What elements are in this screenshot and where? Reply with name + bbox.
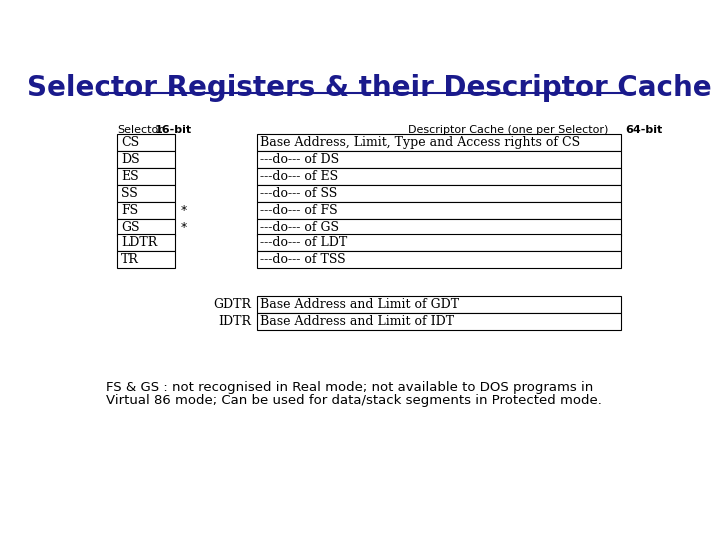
Text: *: * [181,221,187,234]
Bar [117,168,175,185]
Text: ---do--- of LDT: ---do--- of LDT [261,236,348,249]
Text: 16-bit: 16-bit [154,125,192,135]
Text: Selector Registers & their Descriptor Cache: Selector Registers & their Descriptor Ca… [27,74,711,102]
Bar [256,296,621,313]
Text: Base Address and Limit of IDT: Base Address and Limit of IDT [261,315,454,328]
Bar [256,202,621,219]
Bar [117,234,175,251]
Bar [117,151,175,168]
Bar [256,168,621,185]
Text: CS: CS [121,136,139,149]
Text: GS: GS [121,221,140,234]
Text: ES: ES [121,170,139,183]
Bar [117,134,175,151]
Text: 64-bit: 64-bit [625,125,662,135]
Text: Virtual 86 mode; Can be used for data/stack segments in Protected mode.: Virtual 86 mode; Can be used for data/st… [106,394,601,407]
Bar [256,313,621,330]
Text: IDTR: IDTR [218,315,251,328]
Bar [117,251,175,268]
Bar [256,185,621,202]
Bar [256,134,621,151]
Bar [117,219,175,236]
Text: ---do--- of DS: ---do--- of DS [261,153,340,166]
Text: *: * [181,204,187,217]
Text: SS: SS [121,187,138,200]
Bar [256,219,621,236]
Bar [256,251,621,268]
Text: Base Address and Limit of GDT: Base Address and Limit of GDT [261,298,459,310]
Text: Descriptor Cache (one per Selector): Descriptor Cache (one per Selector) [408,125,608,135]
Text: DS: DS [121,153,140,166]
Bar [256,151,621,168]
Text: ---do--- of TSS: ---do--- of TSS [261,253,346,266]
Bar [256,234,621,251]
Text: Selector: Selector [117,125,163,135]
Bar [117,185,175,202]
Bar [117,202,175,219]
Text: LDTR: LDTR [121,236,157,249]
Text: TR: TR [121,253,139,266]
Text: GDTR: GDTR [213,298,251,310]
Text: Base Address, Limit, Type and Access rights of CS: Base Address, Limit, Type and Access rig… [261,136,580,149]
Text: ---do--- of ES: ---do--- of ES [261,170,338,183]
Text: FS & GS : not recognised in Real mode; not available to DOS programs in: FS & GS : not recognised in Real mode; n… [106,381,593,394]
Text: ---do--- of SS: ---do--- of SS [261,187,338,200]
Text: ---do--- of GS: ---do--- of GS [261,221,340,234]
Text: FS: FS [121,204,138,217]
Text: ---do--- of FS: ---do--- of FS [261,204,338,217]
